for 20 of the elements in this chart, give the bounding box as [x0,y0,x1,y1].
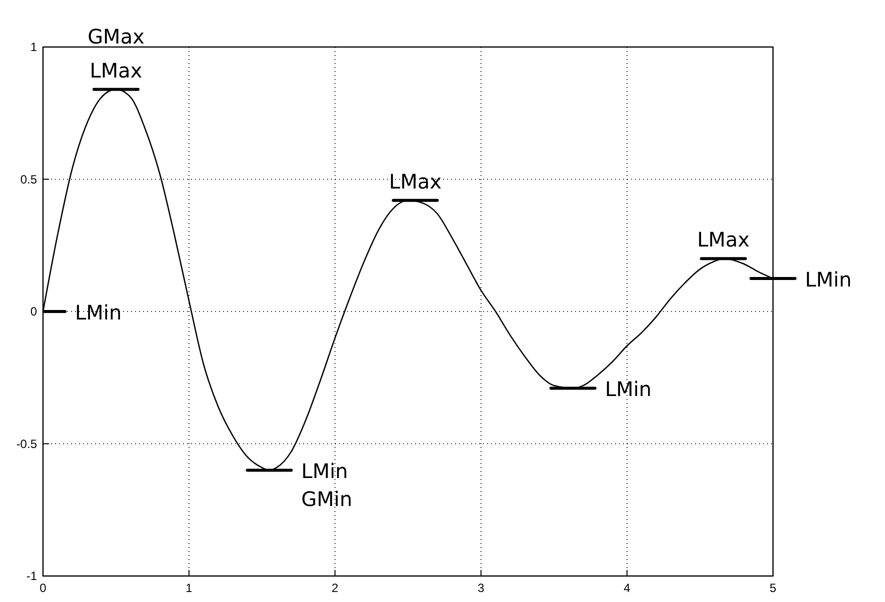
y-tick-label: -1 [26,569,38,583]
annotation: LMax [90,58,142,82]
x-tick-label: 5 [770,581,777,595]
annotation: GMax [88,24,145,48]
annotation: LMin [301,459,348,484]
annotation: LMax [697,228,750,252]
x-tick-label: 1 [186,581,193,595]
x-tick-label: 4 [624,581,631,595]
x-tick-label: 3 [478,581,485,595]
annotation: LMax [389,169,442,194]
x-tick-label: 0 [40,581,47,595]
annotation: LMin [805,267,852,292]
y-tick-label: 0.5 [20,172,38,186]
y-tick-label: 0 [30,304,38,318]
annotation: LMin [75,300,122,324]
annotation: GMin [301,487,352,512]
y-tick-label: -0.5 [16,436,38,451]
y-tick-label: 1 [30,40,38,54]
x-tick-label: 2 [332,581,339,595]
annotation: LMin [604,377,652,402]
